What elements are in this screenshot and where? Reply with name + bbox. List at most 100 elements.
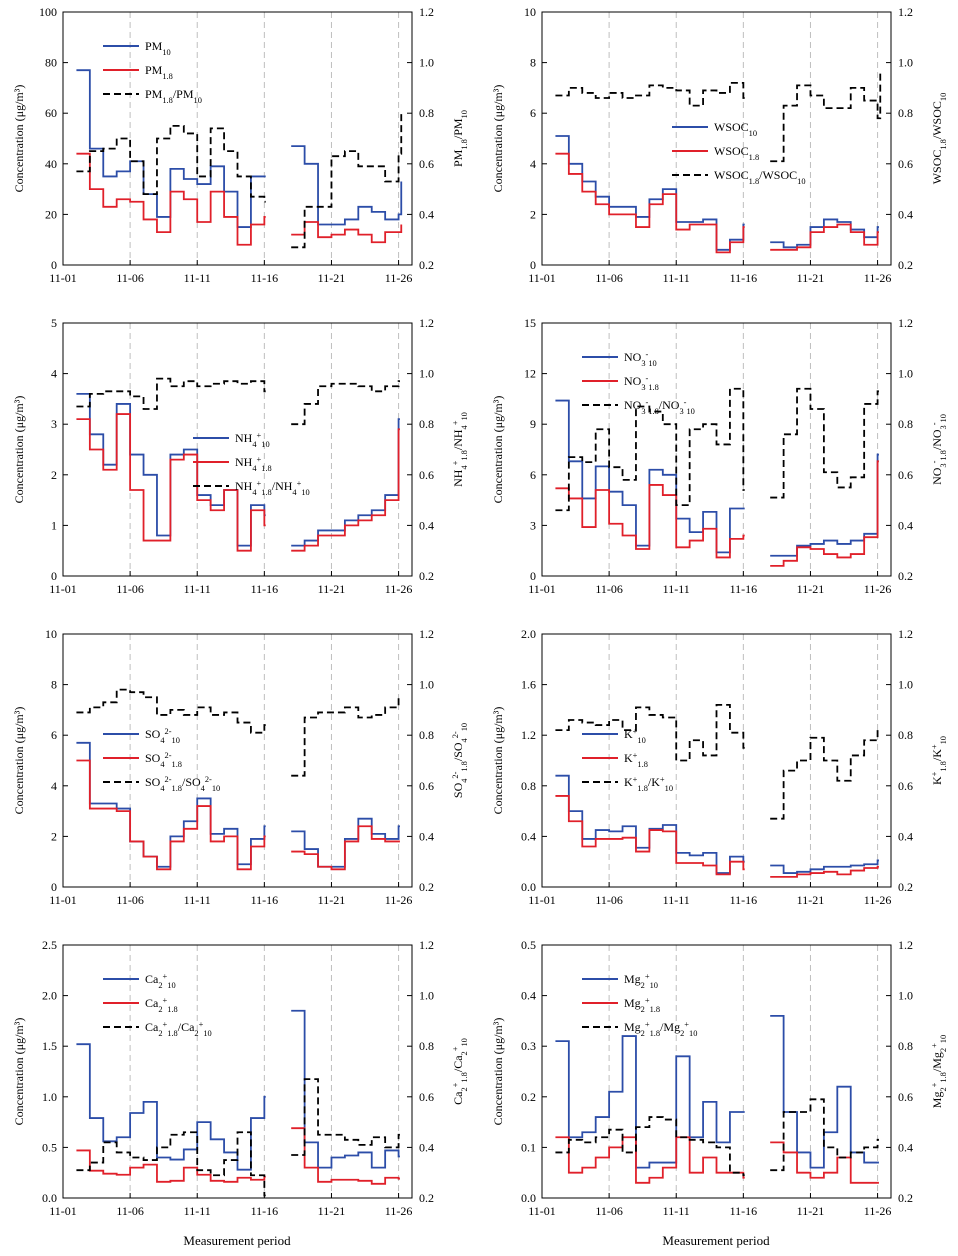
x-tick-label: 11-26: [864, 271, 892, 285]
y2-tick-label: 0.8: [419, 417, 434, 431]
series-line-ratio: [555, 387, 745, 512]
y-tick-label: 6: [530, 468, 536, 482]
y-tick-label: 0.4: [521, 829, 536, 843]
series-line-ratio: [770, 70, 882, 163]
y2-tick-label: 0.6: [419, 779, 434, 793]
y2-tick-label: 0.4: [898, 1140, 913, 1154]
x-tick-label: 11-11: [184, 1204, 211, 1218]
legend-label: PM10: [145, 39, 171, 57]
series-line-pm10: [770, 859, 879, 874]
series-line-ratio: [76, 1131, 266, 1197]
y-tick-label: 6: [51, 728, 57, 742]
x-tick-label: 11-21: [318, 893, 346, 907]
series-line-pm10: [555, 1035, 745, 1169]
series-line-pm18: [76, 152, 266, 246]
legend-label: NO3-1.8: [624, 374, 659, 392]
y-tick-label: 9: [530, 417, 536, 431]
x-tick-label: 11-11: [663, 1204, 690, 1218]
y2-tick-label: 0.8: [419, 728, 434, 742]
series-line-ratio: [770, 1098, 879, 1172]
series-line-ratio: [291, 380, 400, 426]
series-line-pm18: [76, 413, 266, 552]
series-line-ratio: [291, 1078, 400, 1156]
y-tick-label: 3: [51, 417, 57, 431]
chart-panel-so4: 0 2 4 6 8 10 0.2 0.4 0.6 0.8 1.0 1.2 11-01 11-06 11-11…: [12, 627, 469, 907]
legend-label: K+10: [624, 727, 646, 745]
x-tick-label: 11-06: [116, 1204, 144, 1218]
plot-frame: [62, 633, 413, 888]
y-tick-label: 8: [51, 678, 57, 692]
x-tick-label: 11-16: [730, 1204, 758, 1218]
chart-panel-k: 0.0 0.4 0.8 1.2 1.6 2.0 0.2 0.4 0.6 0.8 1.0 1.2 11-0…: [491, 627, 948, 907]
legend-label: SO42-1.8: [145, 751, 182, 769]
series-line-ratio: [291, 696, 400, 777]
legend-label: WSOC1.8: [714, 144, 759, 162]
y-tick-label: 1.0: [42, 1090, 57, 1104]
x-tick-label: 11-11: [184, 271, 211, 285]
y2-tick-label: 0.2: [419, 569, 434, 583]
y-tick-label: 0: [51, 880, 57, 894]
y-tick-label: 4: [51, 779, 57, 793]
y-tick-label: 2: [51, 468, 57, 482]
series-line-pm10: [76, 1043, 266, 1171]
x-tick-label: 11-16: [251, 582, 279, 596]
x-tick-label: 11-26: [385, 582, 413, 596]
y-tick-label: 2.0: [42, 989, 57, 1003]
x-tick-label: 11-26: [864, 582, 892, 596]
x-tick-label: 11-01: [49, 271, 77, 285]
y2-axis-title: NO3-1.8/NO3-10: [930, 414, 948, 485]
series-line-ratio: [555, 1116, 745, 1177]
y-tick-label: 1.6: [521, 678, 536, 692]
y2-tick-label: 0.6: [898, 1090, 913, 1104]
legend-label: WSOC1.8/WSOC10: [714, 168, 806, 186]
y2-tick-label: 0.4: [419, 829, 434, 843]
legend-label: WSOC10: [714, 120, 757, 138]
y2-axis-title: Ca2+1.8/Ca2+10: [451, 1038, 469, 1105]
y2-tick-label: 0.8: [898, 106, 913, 120]
x-tick-label: 11-26: [864, 893, 892, 907]
y2-tick-label: 0.4: [898, 518, 913, 532]
y-tick-label: 4: [51, 367, 57, 381]
y-tick-label: 12: [524, 367, 536, 381]
x-tick-label: 11-11: [663, 271, 690, 285]
series-line-pm10: [76, 69, 266, 228]
y-tick-label: 0: [530, 258, 536, 272]
x-tick-label: 11-21: [797, 893, 825, 907]
series-line-pm18: [555, 152, 745, 254]
legend-label: PM1.8: [145, 63, 173, 81]
plot-frame: [541, 944, 892, 1199]
y2-tick-label: 0.4: [898, 829, 913, 843]
x-tick-label: 11-06: [595, 582, 623, 596]
y-tick-label: 0: [530, 569, 536, 583]
legend-label: NO3-10: [624, 350, 657, 368]
series-line-ratio: [770, 387, 879, 499]
chart-panel-wsoc: 0 2 4 6 8 10 0.2 0.4 0.6 0.8 1.0 1.2 11-01 11-06 11-11…: [491, 5, 948, 285]
x-tick-label: 11-01: [49, 893, 77, 907]
legend-label: SO42-1.8/SO42-10: [145, 775, 220, 793]
plot-frame: [62, 11, 413, 266]
x-tick-label: 11-21: [797, 1204, 825, 1218]
y-tick-label: 10: [524, 5, 536, 19]
y-axis-title: Concentration (μg/m³): [491, 85, 505, 193]
y-tick-label: 0: [51, 258, 57, 272]
chart-panel-mg: 0.0 0.1 0.2 0.3 0.4 0.5 0.2 0.4 0.6 0.8 1.0 1.2 11-0…: [491, 938, 948, 1218]
y2-axis-title: NH4+1.8/NH4+10: [451, 412, 469, 487]
series-line-pm10: [770, 218, 879, 249]
x-tick-label: 11-06: [595, 893, 623, 907]
legend-label: NH4+1.8: [235, 455, 272, 473]
y2-axis-title: Mg2+1.8/Mg2+10: [930, 1035, 948, 1108]
series-line-ratio: [555, 81, 745, 107]
y2-tick-label: 1.0: [898, 678, 913, 692]
legend-label: Ca2+1.8/Ca2+10: [145, 1020, 212, 1038]
y2-tick-label: 0.8: [898, 417, 913, 431]
plot-frame: [541, 11, 892, 266]
x-tick-label: 11-16: [251, 271, 279, 285]
y2-tick-label: 0.6: [898, 157, 913, 171]
y-tick-label: 0.4: [521, 989, 536, 1003]
x-tick-label: 11-01: [528, 271, 556, 285]
chart-panel-nh4: 0 1 2 3 4 5 0.2 0.4 0.6 0.8 1.0 1.2 11-01 11-06 11-11 1…: [12, 316, 469, 596]
y2-tick-label: 1.0: [419, 56, 434, 70]
y-tick-label: 15: [524, 316, 536, 330]
series-line-pm10: [555, 135, 745, 251]
